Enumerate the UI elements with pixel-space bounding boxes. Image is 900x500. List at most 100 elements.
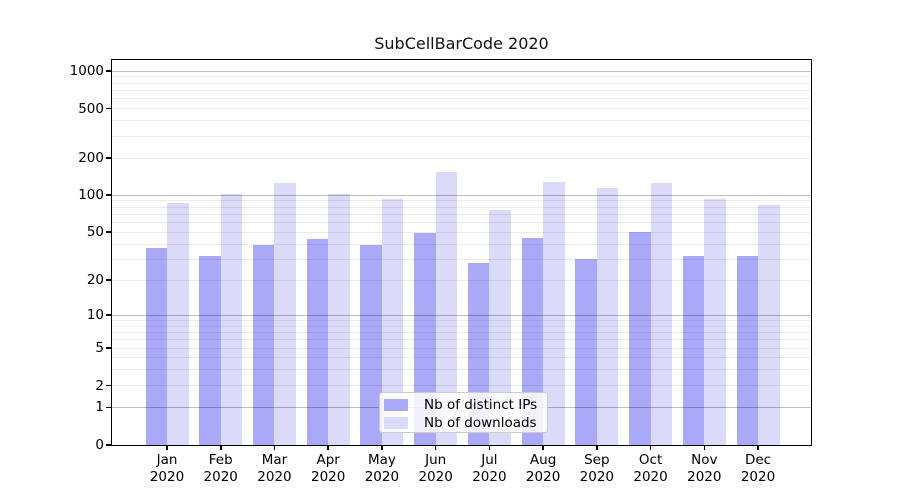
bar-downloads — [650, 183, 673, 445]
x-tick-year: 2020 — [472, 469, 507, 485]
gridline-minor — [112, 213, 811, 215]
bar-downloads — [167, 203, 189, 445]
x-tick-year: 2020 — [418, 469, 453, 485]
y-tick-label: 5 — [95, 340, 104, 357]
bar-distinct-ips — [145, 248, 167, 445]
x-tick-label-jan: Jan 2020 — [137, 452, 197, 486]
y-tick-mark — [106, 194, 111, 197]
x-tick-year: 2020 — [579, 469, 614, 485]
legend-entry-downloads: Nb of downloads — [384, 415, 547, 431]
gridline-minor — [112, 98, 811, 100]
gridline-minor — [112, 231, 811, 233]
x-tick-year: 2020 — [149, 469, 185, 485]
x-tick-mark — [273, 445, 276, 450]
gridline-minor — [112, 385, 811, 387]
bar-downloads — [758, 204, 780, 445]
gridline-minor — [112, 279, 811, 281]
bar-downloads — [543, 182, 565, 445]
x-tick-mark — [381, 445, 383, 450]
x-tick-mark — [219, 445, 222, 450]
y-tick-mark — [106, 231, 111, 234]
y-tick-mark — [106, 314, 111, 317]
gridline-minor — [112, 108, 811, 110]
x-tick-year: 2020 — [740, 469, 776, 485]
x-tick-label-apr: Apr 2020 — [298, 452, 358, 486]
bar-downloads — [596, 188, 619, 445]
gridline-minor — [112, 369, 811, 371]
gridline-minor — [112, 206, 811, 208]
x-tick-label-may: May 2020 — [352, 452, 412, 486]
bar-downloads — [704, 199, 726, 445]
x-tick-year: 2020 — [364, 469, 400, 485]
x-tick-year: 2020 — [525, 469, 561, 485]
legend: Nb of distinct IPs Nb of downloads — [379, 392, 548, 433]
x-tick-year: 2020 — [633, 469, 668, 485]
y-tick-mark — [106, 444, 111, 446]
y-tick-label: 200 — [78, 150, 104, 167]
x-tick-year: 2020 — [687, 469, 722, 485]
x-tick-label-sep: Sep 2020 — [567, 452, 627, 486]
y-tick-mark — [106, 107, 111, 110]
y-tick-label: 1 — [95, 399, 104, 416]
legend-entry-distinct-ips: Nb of distinct IPs — [384, 397, 547, 413]
bar-distinct-ips — [682, 255, 705, 445]
bar-distinct-ips — [306, 239, 329, 445]
bar-distinct-ips — [575, 259, 597, 445]
x-tick-label-jun: Jun 2020 — [406, 452, 466, 486]
bar-downloads — [381, 199, 404, 445]
x-tick-label-mar: Mar 2020 — [244, 452, 304, 486]
x-tick-label-nov: Nov 2020 — [674, 452, 734, 486]
legend-swatch-downloads — [384, 417, 408, 429]
y-tick-mark — [106, 347, 111, 349]
y-tick-label: 1000 — [69, 63, 104, 80]
bar-downloads — [274, 183, 296, 445]
gridline-minor — [112, 331, 811, 333]
x-tick-mark — [434, 445, 437, 450]
chart-title: SubCellBarCode 2020 — [374, 34, 549, 53]
x-tick-mark — [703, 445, 706, 450]
legend-label-downloads: Nb of downloads — [424, 415, 537, 431]
y-tick-mark — [106, 384, 111, 387]
y-tick-label: 2 — [95, 377, 104, 394]
gridline-minor — [112, 243, 811, 245]
gridline-minor — [112, 325, 811, 327]
x-tick-year: 2020 — [203, 469, 238, 485]
x-tick-mark — [649, 445, 652, 450]
x-tick-mark — [166, 445, 168, 450]
bar-distinct-ips — [199, 255, 221, 445]
x-tick-mark — [757, 445, 759, 450]
gridline-minor — [112, 222, 811, 224]
x-tick-mark — [596, 445, 598, 450]
y-tick-label: 500 — [78, 100, 104, 117]
y-tick-mark — [106, 157, 111, 159]
gridline-minor — [112, 347, 811, 349]
y-tick-label: 50 — [86, 224, 104, 241]
gridline-minor — [112, 120, 811, 122]
bar-downloads — [328, 194, 350, 445]
bar-downloads — [220, 194, 243, 445]
bar-distinct-ips — [629, 232, 651, 445]
y-tick-mark — [106, 406, 111, 409]
x-tick-year: 2020 — [311, 469, 346, 485]
x-tick-mark — [542, 445, 544, 450]
x-tick-label-jul: Jul 2020 — [459, 452, 519, 486]
y-tick-label: 10 — [86, 307, 104, 324]
gridline-minor — [112, 135, 811, 137]
gridline-minor — [112, 319, 811, 321]
bar-distinct-ips — [252, 245, 275, 445]
gridline-minor — [112, 82, 811, 84]
bar-distinct-ips — [360, 245, 382, 445]
gridline-minor — [112, 339, 811, 341]
x-tick-year: 2020 — [257, 469, 292, 485]
x-tick-label-feb: Feb 2020 — [191, 452, 251, 486]
bar-distinct-ips — [736, 255, 759, 445]
bar-downloads — [435, 171, 458, 445]
gridline-major — [112, 194, 811, 196]
y-tick-mark — [106, 279, 111, 282]
x-tick-label-dec: Dec 2020 — [728, 452, 788, 486]
legend-swatch-distinct-ips — [384, 399, 408, 411]
x-tick-mark — [488, 445, 491, 450]
gridline-minor — [112, 89, 811, 91]
gridline-major — [112, 70, 811, 72]
